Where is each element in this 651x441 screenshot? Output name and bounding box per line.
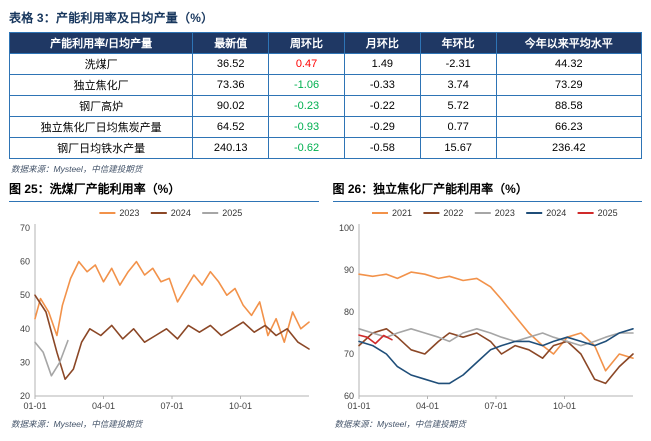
row-name: 洗煤厂 (8, 53, 194, 75)
latest-value: 73.36 (192, 74, 270, 96)
table-header-row: 产能利用率/日均产量 最新值 周环比 月环比 年环比 今年以来平均水平 (8, 32, 643, 54)
figure-26-chart: 60 70 80 90 100 01-01 04-01 07-01 10-01 2021 2022 2… (333, 204, 643, 416)
series-line-2021 (357, 271, 634, 372)
ytd-avg-value: 44.32 (495, 53, 643, 75)
y-tick-label: 100 (338, 223, 353, 233)
ytd-avg-value: 73.29 (495, 74, 643, 96)
mom-value: -0.58 (343, 137, 421, 159)
y-tick-label: 60 (20, 257, 30, 267)
wow-value: -0.62 (268, 137, 345, 159)
figure-25-source-note: 数据来源：Mysteel，中信建投期货 (11, 419, 143, 429)
header-cell-mom: 月环比 (343, 32, 421, 54)
legend-label-2023: 2023 (494, 208, 514, 218)
chart-canvas: 60 70 80 90 100 01-01 04-01 07-01 10-01 2021 2022 2… (338, 208, 634, 411)
legend-label-2025: 2025 (222, 208, 242, 218)
row-name: 独立焦化厂 (8, 74, 194, 96)
y-tick-label: 80 (343, 307, 353, 317)
latest-value: 36.52 (192, 53, 270, 75)
legend-label-2023: 2023 (119, 208, 139, 218)
y-tick-label: 20 (20, 391, 30, 401)
figure-26-title: 图 26：独立焦化厂产能利用率（%） (332, 178, 642, 202)
ytd-avg-value: 66.23 (495, 116, 643, 138)
row-name: 钢厂日均铁水产量 (8, 137, 194, 159)
figure-25-chart: 20 30 40 50 60 70 01-01 04-01 07-01 10-01 2023 2024… (9, 204, 319, 416)
legend-label-2021: 2021 (392, 208, 412, 218)
legend-label-2022: 2022 (443, 208, 463, 218)
figures-row: 图 25：洗煤厂产能利用率（%） 20 30 40 50 60 70 01-01 04-01 0… (9, 178, 642, 433)
y-tick-label: 30 (20, 357, 30, 367)
legend-label-2024: 2024 (546, 208, 566, 218)
header-cell-name: 产能利用率/日均产量 (8, 32, 194, 54)
table-row: 洗煤厂 36.52 0.47 1.49 -2.31 44.32 (8, 53, 643, 75)
header-cell-latest: 最新值 (192, 32, 270, 54)
y-tick-label: 60 (343, 391, 353, 401)
legend-label-2024: 2024 (171, 208, 191, 218)
wow-value: -0.93 (268, 116, 345, 138)
x-tick-label: 04-01 (92, 401, 115, 411)
mom-value: -0.22 (343, 95, 421, 117)
ytd-avg-value: 88.58 (495, 95, 643, 117)
header-cell-wow: 周环比 (268, 32, 345, 54)
mom-value: -0.33 (343, 74, 421, 96)
legend-label-2025: 2025 (597, 208, 617, 218)
row-name: 独立焦化厂日均焦炭产量 (8, 116, 194, 138)
latest-value: 240.13 (192, 137, 270, 159)
x-tick-label: 04-01 (415, 401, 438, 411)
table-source-note: 数据来源：Mysteel，中信建投期货 (11, 164, 143, 174)
header-cell-yoy: 年环比 (419, 32, 497, 54)
table-row: 独立焦化厂日均焦炭产量 64.52 -0.93 -0.29 0.77 66.23 (8, 116, 643, 138)
latest-value: 90.02 (192, 95, 270, 117)
yoy-value: 15.67 (419, 137, 497, 159)
wow-value: -1.06 (268, 74, 345, 96)
series-line-2022 (357, 328, 634, 385)
series-line-2025 (357, 334, 393, 345)
mom-value: -0.29 (343, 116, 421, 138)
series-line-2024 (34, 294, 310, 380)
latest-value: 64.52 (192, 116, 270, 138)
wow-value: 0.47 (268, 53, 345, 75)
yoy-value: 3.74 (419, 74, 497, 96)
x-tick-label: 01-01 (23, 401, 46, 411)
table-caption: 表格 3：产能利用率及日均产量（%） (9, 11, 214, 25)
x-tick-label: 01-01 (347, 401, 370, 411)
capacity-utilization-table: 产能利用率/日均产量 最新值 周环比 月环比 年环比 今年以来平均水平 洗煤厂 … (8, 32, 643, 159)
header-cell-ytd-avg: 今年以来平均水平 (495, 32, 643, 54)
y-tick-label: 90 (343, 265, 353, 275)
y-tick-label: 50 (20, 290, 30, 300)
figure-26: 图 26：独立焦化厂产能利用率（%） 60 70 80 90 100 01-01 04-01… (332, 178, 643, 433)
series-line-2024 (357, 328, 634, 385)
ytd-avg-value: 236.42 (495, 137, 643, 159)
y-tick-label: 70 (343, 349, 353, 359)
figure-25-title: 图 25：洗煤厂产能利用率（%） (9, 178, 319, 202)
yoy-value: 5.72 (419, 95, 497, 117)
yoy-value: -2.31 (419, 53, 497, 75)
figure-26-source-note: 数据来源：Mysteel，中信建投期货 (334, 419, 466, 429)
y-tick-label: 40 (20, 324, 30, 334)
figure-25: 图 25：洗煤厂产能利用率（%） 20 30 40 50 60 70 01-01 04-01 0… (9, 178, 319, 433)
x-tick-label: 10-01 (229, 401, 252, 411)
table-row: 独立焦化厂 73.36 -1.06 -0.33 3.74 73.29 (8, 74, 643, 96)
y-tick-label: 70 (20, 223, 30, 233)
series-line-2023 (34, 260, 310, 343)
mom-value: 1.49 (343, 53, 421, 75)
row-name: 钢厂高炉 (8, 95, 194, 117)
x-tick-label: 10-01 (552, 401, 575, 411)
x-tick-label: 07-01 (160, 401, 183, 411)
yoy-value: 0.77 (419, 116, 497, 138)
x-tick-label: 07-01 (484, 401, 507, 411)
table-row: 钢厂高炉 90.02 -0.23 -0.22 5.72 88.58 (8, 95, 643, 117)
chart-canvas: 20 30 40 50 60 70 01-01 04-01 07-01 10-01 2023 2024… (20, 208, 310, 411)
series-line-2025 (34, 339, 69, 377)
table-row: 钢厂日均铁水产量 240.13 -0.62 -0.58 15.67 236.42 (8, 137, 643, 159)
wow-value: -0.23 (268, 95, 345, 117)
